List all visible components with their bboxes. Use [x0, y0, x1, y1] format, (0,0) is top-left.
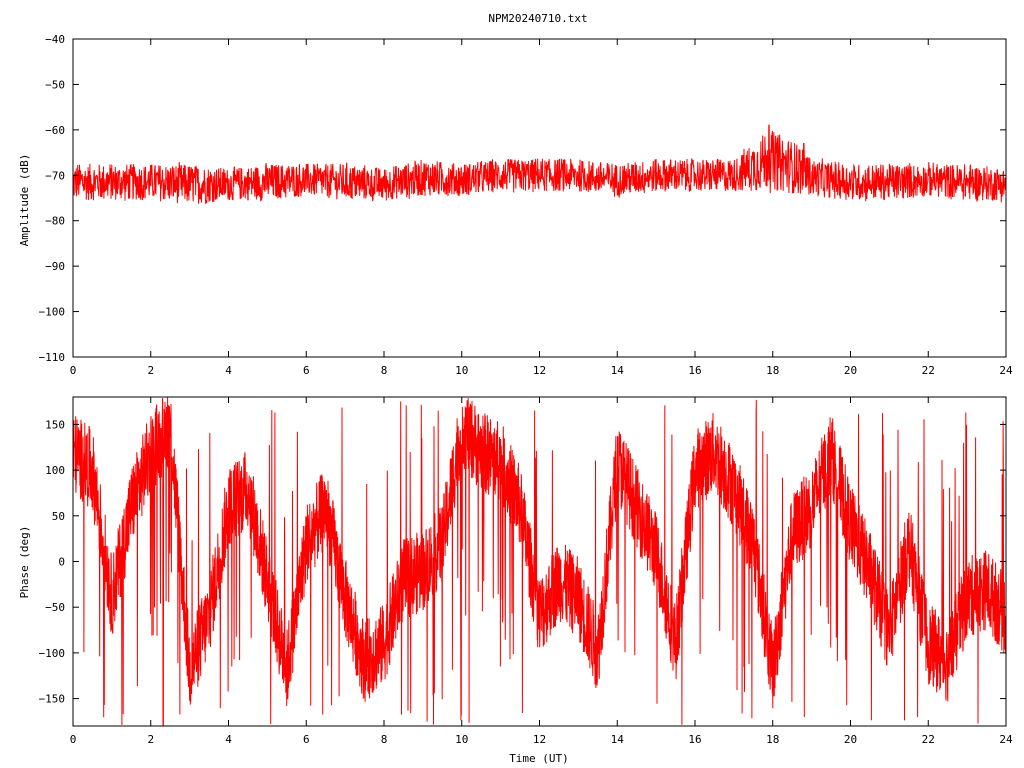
x-tick-label: 24 — [999, 733, 1013, 746]
x-tick-label: 4 — [225, 733, 232, 746]
x-tick-label: 4 — [225, 364, 232, 377]
phase-y-ticks: 150 100 50 0 −50 −100 −150 — [39, 418, 1006, 706]
y-tick-label: −50 — [45, 601, 65, 614]
chart-title: NPM20240710.txt — [488, 12, 587, 25]
x-tick-label: 18 — [766, 364, 779, 377]
x-tick-label: 12 — [533, 733, 546, 746]
x-tick-label: 16 — [688, 733, 701, 746]
x-tick-label: 12 — [533, 364, 546, 377]
y-tick-label: 150 — [45, 418, 65, 431]
x-tick-label: 14 — [611, 733, 625, 746]
amplitude-series-line — [72, 124, 1007, 204]
x-tick-label: 10 — [455, 364, 468, 377]
x-tick-label: 2 — [147, 733, 154, 746]
amplitude-panel: −40−50−60−70−80−90−100−110 0 2 4 6 8 10 12 14 16… — [18, 33, 1013, 377]
y-tick-label: −50 — [45, 78, 65, 91]
y-tick-label: −100 — [39, 647, 66, 660]
amplitude-x-ticks: 0 2 4 6 8 10 12 14 16 18 20 22 24 — [70, 39, 1013, 377]
y-tick-label: −150 — [39, 693, 66, 706]
x-tick-label: 8 — [381, 733, 388, 746]
x-tick-label: 14 — [611, 364, 625, 377]
x-tick-label: 22 — [922, 364, 935, 377]
x-tick-label: 8 — [381, 364, 388, 377]
y-tick-label: 0 — [58, 556, 65, 569]
phase-x-axis-label: Time (UT) — [509, 752, 569, 765]
x-tick-label: 6 — [303, 364, 310, 377]
x-tick-label: 0 — [70, 733, 77, 746]
amplitude-trace — [72, 124, 1007, 204]
x-tick-label: 20 — [844, 364, 857, 377]
x-tick-label: 10 — [455, 733, 468, 746]
y-tick-label: 100 — [45, 464, 65, 477]
y-tick-label: −110 — [39, 351, 66, 364]
x-tick-label: 6 — [303, 733, 310, 746]
x-tick-label: 0 — [70, 364, 77, 377]
x-tick-label: 22 — [922, 733, 935, 746]
y-tick-label: −40 — [45, 33, 65, 46]
y-tick-label: 50 — [52, 510, 65, 523]
phase-y-axis-label: Phase (deg) — [18, 526, 31, 599]
x-tick-label: 2 — [147, 364, 154, 377]
y-tick-label: −60 — [45, 124, 65, 137]
phase-series-line — [72, 397, 1007, 726]
y-tick-label: −100 — [39, 306, 66, 319]
phase-trace — [72, 397, 1007, 726]
x-tick-label: 18 — [766, 733, 779, 746]
x-tick-label: 20 — [844, 733, 857, 746]
x-tick-label: 16 — [688, 364, 701, 377]
phase-x-ticks: 0 2 4 6 8 10 12 14 16 18 20 22 24 — [70, 397, 1013, 746]
amplitude-y-ticks: −40 −50 −60 −70 −80 −90 −100 −110 — [39, 33, 1006, 364]
x-tick-label: 24 — [999, 364, 1013, 377]
y-tick-label: −80 — [45, 215, 65, 228]
y-tick-label: −70 — [45, 169, 65, 182]
amplitude-y-axis-label: Amplitude (dB) — [18, 154, 31, 247]
y-tick-label: −90 — [45, 260, 65, 273]
